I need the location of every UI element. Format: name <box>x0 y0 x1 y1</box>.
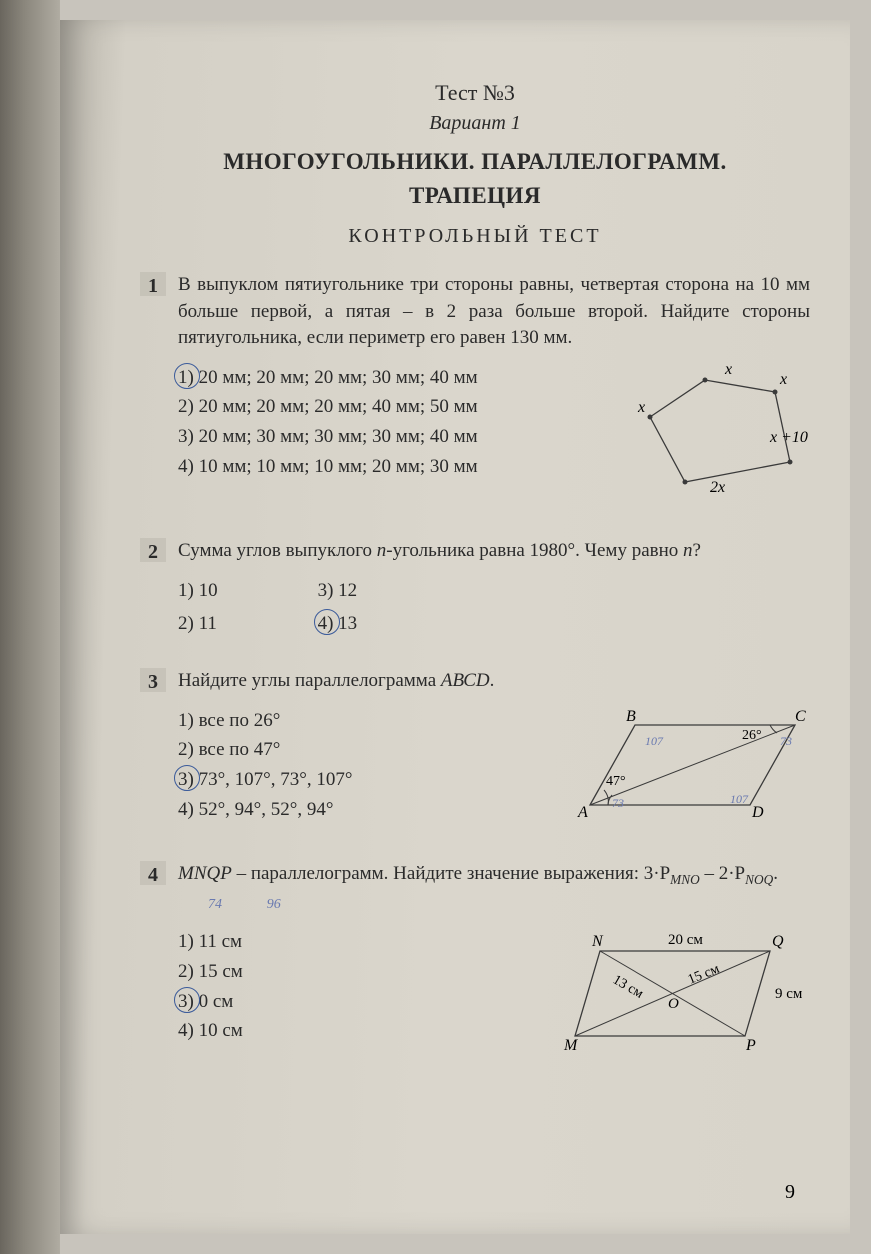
q3-a3: 3) 73°, 107°, 73°, 107° <box>178 767 352 794</box>
test-number: Тест №3 <box>140 80 810 106</box>
q4-label-O: O <box>668 996 679 1012</box>
q4-a3: 3) 0 см <box>178 989 233 1016</box>
q2-a4: 4) 13 <box>318 611 358 638</box>
q4-hand1: 74 <box>208 897 222 912</box>
subtitle: КОНТРОЛЬНЫЙ ТЕСТ <box>140 225 810 248</box>
q4-s-d1: 13 см <box>610 973 646 1002</box>
q3-a2: 2) все по 47° <box>178 737 550 764</box>
q3-label-A: A <box>577 804 588 821</box>
main-title-2: ТРАПЕЦИЯ <box>140 183 810 209</box>
book-binding <box>0 0 60 1254</box>
q4-label-M: M <box>563 1037 579 1054</box>
q3-ang2: 47° <box>606 774 626 789</box>
q1-a4: 4) 10 мм; 10 мм; 10 мм; 20 мм; 30 мм <box>178 454 590 481</box>
q3-number: 3 <box>140 668 166 692</box>
q2-a3: 3) 12 <box>318 578 358 605</box>
q4-s-right: 9 см <box>775 986 803 1002</box>
q1-label-x4: x +10 <box>769 429 808 446</box>
q1-number: 1 <box>140 272 166 296</box>
q4-text: MNQP – параллелограмм. Найдите значение … <box>178 861 810 916</box>
q1-label-x3: x <box>779 371 787 388</box>
page-number: 9 <box>785 1181 795 1204</box>
q3-label-C: C <box>795 708 806 725</box>
q1-text: В выпуклом пятиугольнике три стороны рав… <box>178 272 810 352</box>
question-2: 2 Сумма углов выпуклого n-угольника равн… <box>140 538 810 640</box>
question-3: 3 Найдите углы параллелограмма АВСD. 1) … <box>140 668 810 833</box>
q3-a4: 4) 52°, 94°, 52°, 94° <box>178 797 550 824</box>
q4-hand2: 96 <box>267 897 281 912</box>
q4-label-P: P <box>745 1037 756 1054</box>
q2-a1: 1) 10 <box>178 578 218 605</box>
q3-hand3: 107 <box>730 792 749 806</box>
q1-a1: 1) 20 мм; 20 мм; 20 мм; 30 мм; 40 мм <box>178 365 478 392</box>
variant: Вариант 1 <box>140 112 810 135</box>
q4-a4: 4) 10 см <box>178 1018 530 1045</box>
q4-label-N: N <box>591 933 604 950</box>
page: Тест №3 Вариант 1 МНОГОУГОЛЬНИКИ. ПАРАЛЛ… <box>60 20 850 1234</box>
q4-number: 4 <box>140 861 166 885</box>
q4-s-d2: 15 см <box>686 962 722 988</box>
q1-label-x5: 2x <box>710 479 725 496</box>
q3-hand2: 73 <box>612 796 624 810</box>
q1-answers: 1) 20 мм; 20 мм; 20 мм; 30 мм; 40 мм 2) … <box>178 362 590 511</box>
q1-figure: x x x x +10 2x <box>610 362 810 511</box>
q1-a2: 2) 20 мм; 20 мм; 20 мм; 40 мм; 50 мм <box>178 394 590 421</box>
q2-a2: 2) 11 <box>178 611 218 638</box>
q4-label-Q: Q <box>772 933 784 950</box>
q2-answers: 1) 10 2) 11 3) 12 4) 13 <box>178 575 810 640</box>
q4-a2: 2) 15 см <box>178 959 530 986</box>
q3-figure: B C A D 26° 47° 107 73 107 73 <box>570 705 810 834</box>
q4-a1: 1) 11 см <box>178 929 530 956</box>
q4-figure: N Q M P O 20 см 9 см 13 см 15 см <box>550 926 810 1075</box>
q3-hand1: 107 <box>645 734 664 748</box>
main-title-1: МНОГОУГОЛЬНИКИ. ПАРАЛЛЕЛОГРАММ. <box>140 149 810 175</box>
q3-hand4: 73 <box>780 734 792 748</box>
q3-a1: 1) все по 26° <box>178 708 550 735</box>
question-1: 1 В выпуклом пятиугольнике три стороны р… <box>140 272 810 510</box>
q3-answers: 1) все по 26° 2) все по 47° 3) 73°, 107°… <box>178 705 550 834</box>
q1-a3: 3) 20 мм; 30 мм; 30 мм; 30 мм; 40 мм <box>178 424 590 451</box>
q4-answers: 1) 11 см 2) 15 см 3) 0 см 4) 10 см <box>178 926 530 1075</box>
q1-label-x2: x <box>724 362 732 378</box>
question-4: 4 MNQP – параллелограмм. Найдите значени… <box>140 861 810 1075</box>
q3-label-D: D <box>751 804 764 821</box>
q2-text: Сумма углов выпуклого n-угольника равна … <box>178 538 810 565</box>
q3-text: Найдите углы параллелограмма АВСD. <box>178 668 810 695</box>
q4-s-top: 20 см <box>668 932 703 948</box>
q3-label-B: B <box>626 708 636 725</box>
q2-number: 2 <box>140 538 166 562</box>
q3-ang1: 26° <box>742 728 762 743</box>
q1-label-x1: x <box>637 399 645 416</box>
